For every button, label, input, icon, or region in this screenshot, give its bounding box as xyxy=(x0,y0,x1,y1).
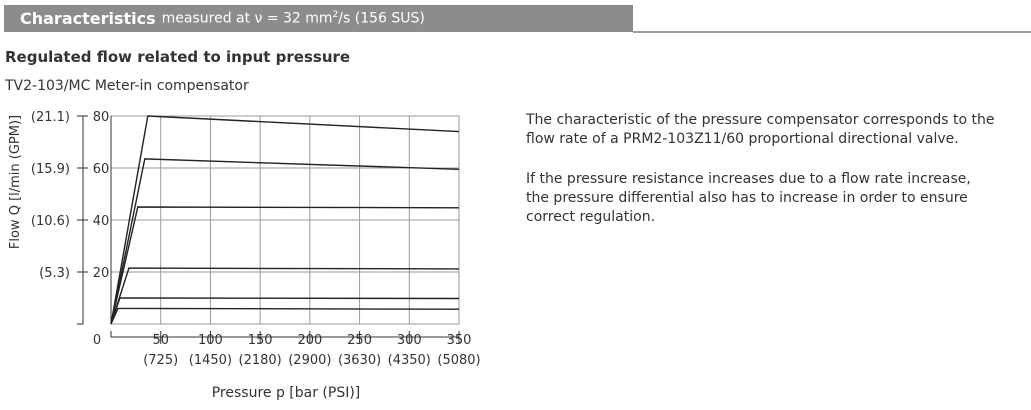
x-tick-label-200: 200 xyxy=(297,333,322,348)
x-tick-sub-150: (2180) xyxy=(239,353,282,368)
characteristics-banner: Characteristics measured at ν = 32 mm2/s… xyxy=(4,5,633,32)
x-tick-sub-250: (3630) xyxy=(338,353,381,368)
series-line-3 xyxy=(110,206,460,325)
x-tick-sub-50: (725) xyxy=(143,353,178,368)
x-tick-label-50: 50 xyxy=(152,333,169,348)
x-ticks: 50 (725) 100 (1450) 150 (2180) 200 (2900) 250 (36… xyxy=(143,331,481,368)
banner-rule xyxy=(633,31,1031,33)
x-tick-sub-350: (5080) xyxy=(437,353,480,368)
banner-title: Characteristics xyxy=(20,9,156,28)
chart-lines xyxy=(110,115,460,325)
series-line-6 xyxy=(110,307,460,325)
banner-subtitle-suffix: /s (156 SUS) xyxy=(338,10,425,27)
series-line-5 xyxy=(110,297,460,325)
origin-label: 0 xyxy=(93,333,101,348)
description-paragraph-2-line-2: the pressure differential also has to in… xyxy=(526,190,968,225)
x-tick-sub-300: (4350) xyxy=(388,353,431,368)
series-line-4 xyxy=(110,267,460,325)
y-tick-label-60: 60 xyxy=(93,162,110,177)
section-title: Regulated flow related to input pressure xyxy=(5,48,351,66)
x-tick-label-100: 100 xyxy=(198,333,223,348)
x-tick-label-250: 250 xyxy=(347,333,372,348)
description-paragraph-1: The characteristic of the pressure compe… xyxy=(526,112,995,147)
y-tick-sub-60: (15.9) xyxy=(31,162,70,177)
chart-caption: TV2-103/MC Meter-in compensator xyxy=(5,78,249,94)
series-line-1 xyxy=(110,115,460,325)
description-paragraph-2-line-1: If the pressure resistance increases due… xyxy=(526,171,971,187)
x-tick-sub-100: (1450) xyxy=(189,353,232,368)
flow-pressure-chart: 20 (5.3) 40 (10.6) 60 (15.9) 80 (21.1) 50 (725) 1… xyxy=(8,110,481,401)
y-tick-sub-40: (10.6) xyxy=(31,214,70,229)
y-tick-sub-20: (5.3) xyxy=(39,266,70,281)
y-tick-label-80: 80 xyxy=(93,110,110,125)
y-ticks: 20 (5.3) 40 (10.6) 60 (15.9) 80 (21.1) xyxy=(31,110,109,281)
series-line-2 xyxy=(110,158,460,325)
chart-axes xyxy=(77,115,460,338)
x-axis-title: Pressure p [bar (PSI)] xyxy=(212,385,361,401)
y-tick-sub-80: (21.1) xyxy=(31,110,70,125)
x-tick-label-300: 300 xyxy=(397,333,422,348)
x-tick-label-150: 150 xyxy=(248,333,273,348)
y-tick-label-20: 20 xyxy=(93,266,110,281)
banner-subtitle-prefix: measured at ν = 32 mm xyxy=(161,10,333,27)
x-tick-sub-200: (2900) xyxy=(288,353,331,368)
y-axis-title: Flow Q [l/min (GPM)] xyxy=(8,115,23,249)
chart-grid xyxy=(111,115,460,325)
banner-subtitle: measured at ν = 32 mm2/s (156 SUS) xyxy=(162,10,425,27)
banner-subtitle-sup: 2 xyxy=(332,10,339,21)
y-tick-label-40: 40 xyxy=(93,214,110,229)
x-tick-label-350: 350 xyxy=(447,333,472,348)
